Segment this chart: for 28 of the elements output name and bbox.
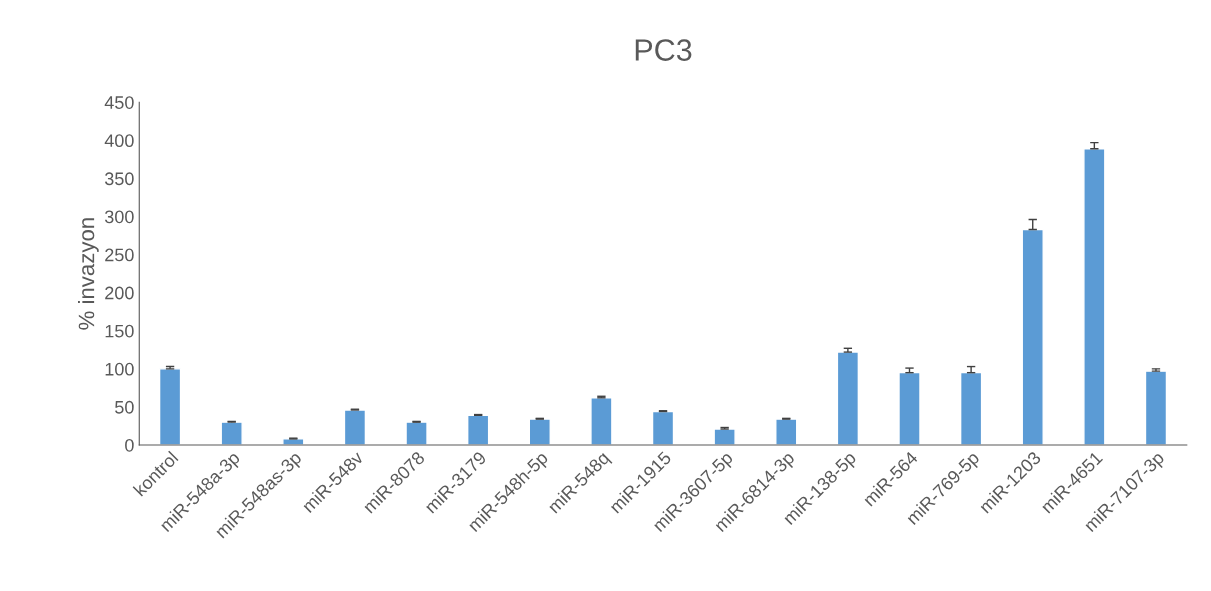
bar xyxy=(158,368,182,446)
y-tick-label: 0 xyxy=(125,438,134,452)
chart-title: PC3 xyxy=(635,39,692,61)
bar xyxy=(528,418,551,446)
bar xyxy=(405,421,428,446)
bar xyxy=(590,397,613,446)
y-tick-label: 200 xyxy=(105,286,134,300)
bar xyxy=(775,418,798,446)
bar xyxy=(466,414,490,446)
bar xyxy=(959,371,983,446)
bar xyxy=(836,351,860,446)
bar xyxy=(220,421,243,446)
y-axis-title: % invazyon xyxy=(78,218,99,330)
y-tick-label: 250 xyxy=(105,248,134,262)
y-tick-label: 450 xyxy=(104,96,134,109)
bar xyxy=(1021,228,1044,446)
y-tick-label: 100 xyxy=(105,362,134,376)
y-tick-label: 350 xyxy=(104,172,134,186)
bar xyxy=(713,428,736,446)
bar xyxy=(1144,370,1168,446)
bar xyxy=(1083,148,1106,446)
bar xyxy=(651,410,675,446)
y-tick-label: 400 xyxy=(104,134,134,148)
y-tick-label: 150 xyxy=(105,324,134,338)
y-tick-label: 300 xyxy=(104,210,134,224)
y-tick-label: 50 xyxy=(115,400,134,414)
bar xyxy=(343,409,367,446)
bar xyxy=(898,371,921,446)
